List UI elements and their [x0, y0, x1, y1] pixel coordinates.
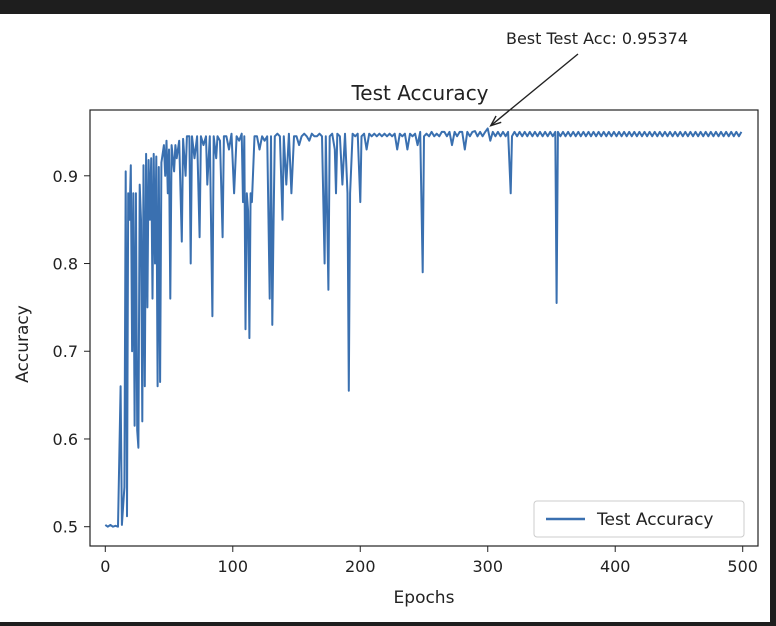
best-accuracy-annotation: Best Test Acc: 0.95374	[506, 29, 688, 48]
y-tick-label: 0.5	[53, 518, 78, 537]
annotation-arrow-line	[490, 53, 579, 127]
legend-box	[533, 500, 745, 538]
x-tick-label: 100	[218, 557, 249, 576]
chart-title: Test Accuracy	[350, 81, 488, 105]
y-tick-label: 0.6	[53, 430, 78, 449]
x-axis-label: Epochs	[394, 588, 455, 608]
accuracy-chart: Test Accuracy Best Test Acc: 0.95374 0 10…	[13, 29, 759, 608]
legend: Test Accuracy	[533, 500, 745, 538]
x-tick-label: 300	[472, 557, 503, 576]
y-axis-label: Accuracy	[13, 305, 33, 383]
figure-frame: Test Accuracy Best Test Acc: 0.95374 0 10…	[0, 14, 770, 622]
axes-frame	[89, 109, 759, 547]
legend-series-label: Test Accuracy	[596, 510, 714, 530]
x-tick-label: 500	[727, 557, 758, 576]
y-tick-label: 0.7	[53, 342, 78, 361]
y-tick-label: 0.8	[53, 255, 78, 274]
series-line-test-accuracy	[104, 127, 743, 528]
x-tick-label: 0	[100, 557, 110, 576]
annotation-arrow-head	[489, 115, 502, 127]
x-tick-label: 200	[345, 557, 376, 576]
x-tick-label: 400	[600, 557, 631, 576]
plot-area: 0 100 200 300 400 500 0.5 0.6 0.7 0.8 0.9	[53, 109, 759, 576]
y-tick-label: 0.9	[53, 167, 78, 186]
